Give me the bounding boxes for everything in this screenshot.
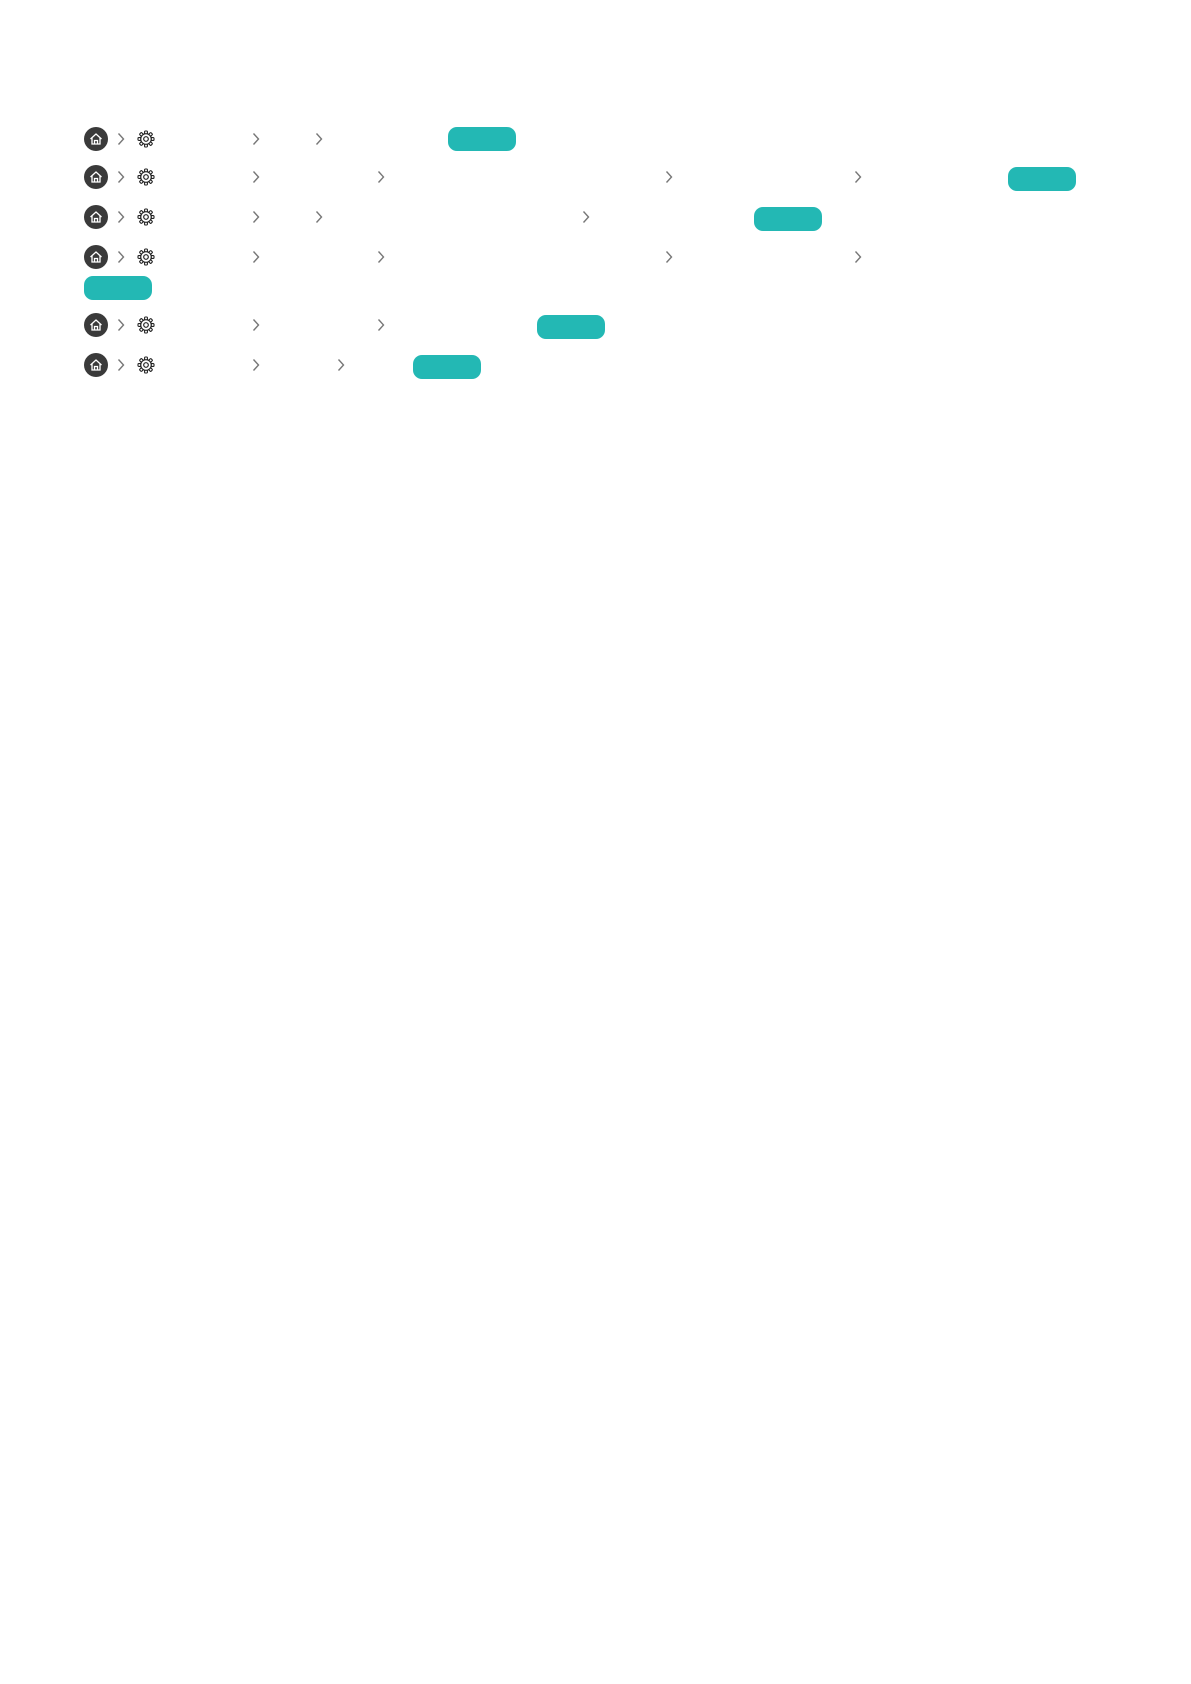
badge: [1008, 167, 1076, 191]
home-icon: [84, 127, 108, 151]
home-icon: [84, 313, 108, 337]
chevron-right-icon: [854, 170, 862, 184]
gear-icon: [137, 248, 155, 266]
chevron-right-icon: [252, 132, 260, 146]
chevron-right-icon: [315, 210, 323, 224]
badge: [537, 315, 605, 339]
chevron-right-icon: [252, 318, 260, 332]
chevron-right-icon: [582, 210, 590, 224]
gear-icon: [137, 168, 155, 186]
chevron-right-icon: [117, 318, 125, 332]
gear-icon: [137, 130, 155, 148]
chevron-right-icon: [377, 250, 385, 264]
chevron-right-icon: [117, 132, 125, 146]
chevron-right-icon: [377, 170, 385, 184]
home-icon: [84, 205, 108, 229]
chevron-right-icon: [337, 358, 345, 372]
chevron-right-icon: [252, 210, 260, 224]
chevron-right-icon: [117, 210, 125, 224]
chevron-right-icon: [315, 132, 323, 146]
chevron-right-icon: [854, 250, 862, 264]
gear-icon: [137, 356, 155, 374]
chevron-right-icon: [117, 358, 125, 372]
badge: [754, 207, 822, 231]
chevron-right-icon: [252, 250, 260, 264]
home-icon: [84, 245, 108, 269]
chevron-right-icon: [117, 250, 125, 264]
chevron-right-icon: [665, 250, 673, 264]
chevron-right-icon: [252, 170, 260, 184]
badge: [448, 127, 516, 151]
badge: [413, 355, 481, 379]
gear-icon: [137, 316, 155, 334]
home-icon: [84, 353, 108, 377]
chevron-right-icon: [665, 170, 673, 184]
home-icon: [84, 165, 108, 189]
chevron-right-icon: [377, 318, 385, 332]
badge: [84, 276, 152, 300]
chevron-right-icon: [117, 170, 125, 184]
gear-icon: [137, 208, 155, 226]
chevron-right-icon: [252, 358, 260, 372]
